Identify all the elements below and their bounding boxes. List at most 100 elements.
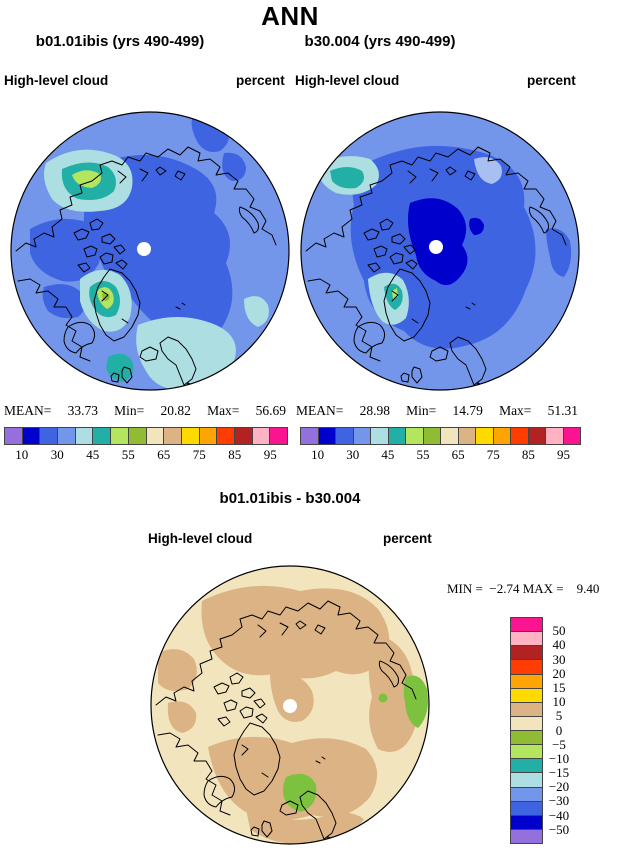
min-label: Min= bbox=[114, 403, 145, 418]
panel2-colorbar bbox=[300, 427, 581, 445]
colorbar-tick-label: −15 bbox=[548, 765, 570, 781]
colorbar-tick-label: 65 bbox=[451, 447, 465, 462]
panel1-field-label: High-level cloud bbox=[4, 73, 109, 88]
colorbar-tick-label: −40 bbox=[548, 807, 570, 823]
panel2-colorbar-ticks: 10 30 45 55 65 75 85 95 bbox=[300, 447, 581, 463]
panel1-subtitle: b01.01ibis (yrs 490-499) bbox=[35, 33, 205, 50]
panel1-colorbar bbox=[4, 427, 288, 445]
colorbar-segment bbox=[352, 427, 371, 445]
colorbar-segment bbox=[198, 427, 218, 445]
colorbar-segment bbox=[510, 730, 543, 746]
colorbar-tick-label: 55 bbox=[416, 447, 430, 462]
colorbar-segment bbox=[510, 673, 543, 689]
colorbar-segment bbox=[92, 427, 112, 445]
colorbar-tick-label: 30 bbox=[50, 447, 64, 462]
diff-minmax-line: MIN = −2.74 MAX = 9.40 bbox=[447, 581, 600, 596]
max-value: 56.69 bbox=[255, 403, 286, 418]
colorbar-segment bbox=[405, 427, 424, 445]
colorbar-tick-label: 10 bbox=[552, 694, 566, 710]
colorbar-segment bbox=[251, 427, 271, 445]
map-difference bbox=[150, 565, 430, 845]
colorbar-segment bbox=[457, 427, 476, 445]
colorbar-segment bbox=[110, 427, 129, 445]
panel2-stats: MEAN= 28.98 Min= 14.79 Max= 51.31 bbox=[296, 403, 578, 419]
min-value: 20.82 bbox=[160, 403, 191, 418]
colorbar-tick-label: −30 bbox=[548, 793, 570, 809]
pole-marker bbox=[283, 699, 297, 713]
colorbar-segment bbox=[57, 427, 76, 445]
colorbar-segment bbox=[510, 701, 543, 717]
colorbar-segment bbox=[510, 427, 529, 445]
colorbar-tick-label: 95 bbox=[263, 447, 277, 462]
min-value: 14.79 bbox=[452, 403, 483, 418]
mean-value: 33.73 bbox=[67, 403, 98, 418]
max-label: Max= bbox=[499, 403, 532, 418]
colorbar-segment bbox=[387, 427, 406, 445]
colorbar-segment bbox=[510, 659, 543, 675]
colorbar-segment bbox=[510, 758, 543, 774]
colorbar-tick-label: 50 bbox=[552, 623, 566, 639]
colorbar-segment bbox=[510, 744, 543, 760]
season-title: ANN bbox=[261, 1, 319, 31]
colorbar-segment bbox=[510, 772, 543, 788]
colorbar-segment bbox=[370, 427, 389, 445]
colorbar-segment bbox=[127, 427, 147, 445]
diff-title: b01.01ibis - b30.004 bbox=[219, 490, 361, 507]
min-label: Min= bbox=[406, 403, 437, 418]
colorbar-segment bbox=[510, 828, 543, 844]
panel1-stats: MEAN= 33.73 Min= 20.82 Max= 56.69 bbox=[4, 403, 286, 419]
colorbar-tick-label: 15 bbox=[552, 679, 566, 695]
mean-label: MEAN= bbox=[296, 403, 344, 418]
panel1-colorbar-ticks: 10 30 45 55 65 75 85 95 bbox=[4, 447, 288, 463]
colorbar-tick-label: 0 bbox=[555, 722, 563, 738]
colorbar-segment bbox=[74, 427, 94, 445]
max-value: 51.31 bbox=[547, 403, 578, 418]
map-panel1 bbox=[10, 111, 290, 391]
colorbar-tick-label: 30 bbox=[346, 447, 360, 462]
colorbar-segment bbox=[545, 427, 564, 445]
diff-units-label: percent bbox=[383, 531, 432, 546]
colorbar-segment bbox=[233, 427, 253, 445]
colorbar-segment bbox=[300, 427, 319, 445]
mean-value: 28.98 bbox=[359, 403, 390, 418]
diff-colorbar bbox=[510, 617, 543, 844]
colorbar-segment bbox=[510, 687, 543, 703]
colorbar-segment bbox=[216, 427, 235, 445]
colorbar-segment bbox=[510, 617, 543, 633]
diff-field-label: High-level cloud bbox=[148, 531, 253, 546]
map-panel2 bbox=[300, 111, 580, 391]
max-label: Max= bbox=[207, 403, 240, 418]
colorbar-tick-label: 10 bbox=[311, 447, 325, 462]
colorbar-segment bbox=[180, 427, 200, 445]
colorbar-segment bbox=[510, 786, 543, 802]
colorbar-segment bbox=[335, 427, 354, 445]
panel1-units-label: percent bbox=[236, 73, 285, 88]
colorbar-segment bbox=[317, 427, 336, 445]
colorbar-segment bbox=[492, 427, 511, 445]
colorbar-tick-label: 75 bbox=[192, 447, 206, 462]
panel2-units-label: percent bbox=[527, 73, 576, 88]
colorbar-segment bbox=[440, 427, 459, 445]
colorbar-tick-label: −5 bbox=[552, 736, 566, 752]
colorbar-segment bbox=[39, 427, 59, 445]
panel2-field-label: High-level cloud bbox=[295, 73, 400, 88]
colorbar-tick-label: 45 bbox=[381, 447, 395, 462]
panel2-subtitle: b30.004 (yrs 490-499) bbox=[304, 33, 456, 50]
colorbar-segment bbox=[21, 427, 41, 445]
colorbar-tick-label: 95 bbox=[556, 447, 570, 462]
colorbar-tick-label: 55 bbox=[121, 447, 135, 462]
colorbar-tick-label: 10 bbox=[15, 447, 29, 462]
colorbar-tick-label: 5 bbox=[555, 708, 563, 724]
colorbar-segment bbox=[562, 427, 581, 445]
colorbar-segment bbox=[4, 427, 23, 445]
colorbar-segment bbox=[510, 800, 543, 816]
colorbar-segment bbox=[510, 645, 543, 661]
mean-label: MEAN= bbox=[4, 403, 52, 418]
colorbar-segment bbox=[269, 427, 288, 445]
colorbar-tick-label: −20 bbox=[548, 779, 570, 795]
colorbar-tick-label: 45 bbox=[86, 447, 100, 462]
colorbar-tick-label: −50 bbox=[548, 821, 570, 837]
colorbar-segment bbox=[510, 814, 543, 830]
colorbar-tick-label: −10 bbox=[548, 750, 570, 766]
colorbar-tick-label: 75 bbox=[486, 447, 500, 462]
